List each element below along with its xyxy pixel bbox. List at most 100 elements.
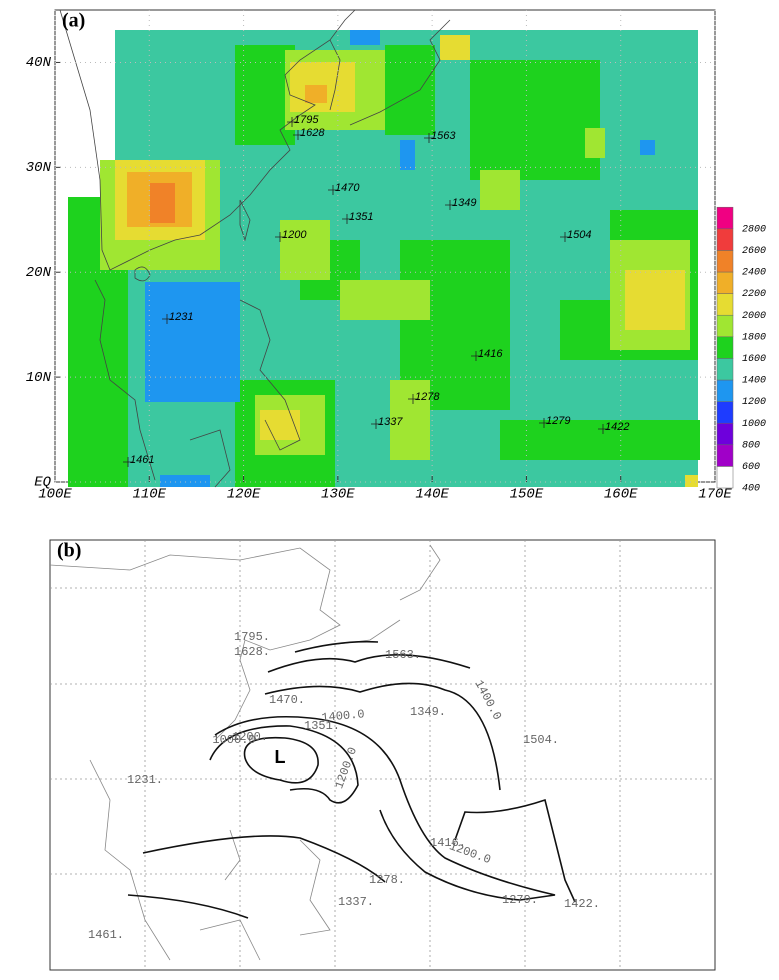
panel-label: (b): [57, 540, 81, 562]
station-label: 1422.: [564, 897, 600, 911]
colorbar-label: 2200: [742, 289, 766, 300]
station-marker: [275, 232, 285, 242]
station-marker: [342, 214, 352, 224]
field-patch: [145, 282, 240, 402]
station-label: 1200.: [232, 730, 268, 744]
station-label: 1461.: [88, 928, 124, 942]
station-value: 1422: [605, 421, 629, 433]
field-patch: [160, 475, 210, 487]
colorbar-box: [716, 422, 734, 446]
station-label: 1351.: [304, 719, 340, 733]
station-value: 1349: [452, 197, 476, 209]
station-label: 1416.: [430, 836, 466, 850]
x-tick-label: 140E: [415, 487, 449, 503]
colorbar-box: [716, 293, 734, 316]
station-marker: [371, 419, 381, 429]
x-tick-label: 120E: [227, 487, 261, 503]
station-marker: [293, 130, 303, 140]
colorbar-box: [716, 228, 734, 251]
field-patch: [585, 128, 605, 158]
station-label: 1795.: [234, 630, 270, 644]
station-value: 1278: [415, 391, 440, 403]
y-tick-label: 30N: [26, 160, 52, 176]
station-value: 1461: [130, 454, 154, 466]
station-label: 1231.: [127, 773, 163, 787]
station-marker: [424, 133, 434, 143]
station-value: 1416: [478, 348, 503, 360]
station-value: 1231: [169, 311, 193, 323]
colorbar-label: 1600: [742, 354, 766, 365]
colorbar-label: 400: [742, 484, 760, 495]
field-patch: [280, 220, 330, 280]
colorbar-box: [716, 466, 734, 489]
panel-b: (b) L 1795.1628. 1563. 1470. 1349. 1351. 1200…: [49, 539, 716, 971]
x-tick-label: 100E: [38, 487, 72, 503]
field-patch: [390, 380, 430, 460]
colorbar-box: [716, 379, 734, 402]
field-patch: [625, 270, 685, 330]
field-patch: [480, 170, 520, 210]
station-marker: [560, 232, 570, 242]
y-tick-label: EQ: [34, 475, 51, 491]
station-value: 1279: [546, 415, 570, 427]
station-label: 1337.: [338, 895, 374, 909]
station-label: 1278.: [369, 873, 405, 887]
station-label: 1628.: [234, 645, 270, 659]
colorbar: 400 600 800 1000 1200 1400 1600 1800 2000 2200 240…: [716, 206, 766, 495]
field-patch: [385, 45, 435, 135]
station-value: 1200: [282, 229, 307, 241]
low-label: L: [275, 747, 286, 767]
station-marker: [539, 418, 549, 428]
y-tick-label: 20N: [26, 265, 52, 281]
colorbar-label: 600: [742, 462, 760, 473]
field-patch: [440, 35, 470, 60]
colorbar-box: [716, 444, 734, 467]
colorbar-box: [716, 358, 734, 381]
y-tick-label: 40N: [26, 55, 52, 71]
station-value: 1470: [335, 182, 360, 194]
x-tick-label: 160E: [604, 487, 638, 503]
station-marker: [328, 185, 338, 195]
station-value: 1795: [294, 114, 319, 126]
colorbar-label: 2600: [742, 246, 766, 257]
coastline: [49, 544, 441, 961]
contour-label: 1000.0: [212, 733, 255, 747]
field-patch: [685, 475, 698, 487]
field-patch: [350, 30, 380, 45]
station-label: 1279.: [502, 893, 538, 907]
contours: [127, 640, 576, 919]
x-tick-label: 170E: [698, 487, 732, 503]
station-marker: [123, 457, 133, 467]
colorbar-label: 800: [742, 440, 760, 451]
x-tick-label: 150E: [510, 487, 544, 503]
colorbar-label: 1200: [742, 397, 766, 408]
field-patch: [640, 140, 655, 155]
frame: [49, 539, 716, 971]
station-marker: [445, 200, 455, 210]
field-patch: [150, 183, 175, 223]
station-value: 1504: [567, 229, 591, 241]
colorbar-box: [716, 271, 734, 294]
colorbar-label: 1400: [742, 376, 766, 387]
colorbar-box: [716, 336, 734, 359]
colorbar-label: 2400: [742, 268, 766, 279]
colorbar-label: 1000: [742, 419, 766, 430]
field-patch: [400, 140, 415, 170]
station-marker: [162, 314, 172, 324]
station-value: 1563: [431, 130, 456, 142]
x-tick-label: 130E: [321, 487, 355, 503]
station-label: 1470.: [269, 693, 305, 707]
station-label: 1563.: [385, 648, 421, 662]
colorbar-box: [716, 401, 734, 424]
field: [68, 30, 700, 487]
colorbar-label: 2800: [742, 224, 766, 235]
field-patch: [470, 60, 600, 180]
station-marker: [287, 117, 297, 127]
station-value: 1337: [378, 416, 403, 428]
station-label: 1504.: [523, 733, 559, 747]
station-marker: [408, 394, 418, 404]
station-marker: [471, 351, 481, 361]
field-patch: [260, 410, 300, 440]
station-value: 1351: [349, 211, 373, 223]
